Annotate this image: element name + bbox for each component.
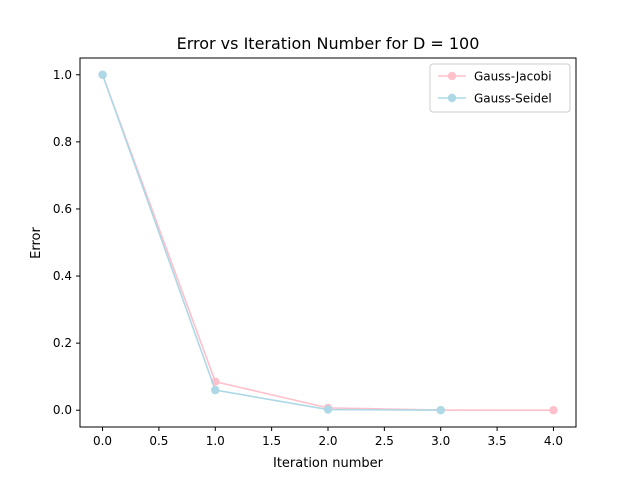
chart-title: Error vs Iteration Number for D = 100 [177, 34, 480, 53]
plot-frame [79, 57, 577, 428]
x-tick-label: 0.5 [149, 434, 168, 448]
series-gauss-jacobi [98, 70, 558, 415]
y-tick-label: 0.8 [53, 135, 72, 149]
series-layer [98, 70, 558, 415]
legend-item: Gauss-Jacobi [438, 70, 552, 84]
legend-marker [447, 71, 457, 81]
data-point [98, 70, 107, 79]
x-tick-label: 4.0 [544, 434, 563, 448]
x-tick-label: 1.5 [262, 434, 281, 448]
x-tick-label: 2.5 [375, 434, 394, 448]
series-line [101, 74, 441, 412]
y-axis-ticks: 0.0 0.2 0.4 0.6 0.8 1.0 [53, 68, 80, 417]
series-line [101, 74, 554, 412]
y-tick-label: 0.2 [53, 336, 72, 350]
legend: Gauss-Jacobi Gauss-Seidel [429, 63, 571, 113]
y-tick-label: 0.4 [53, 269, 72, 283]
x-tick-label: 2.0 [318, 434, 337, 448]
legend-item: Gauss-Seidel [438, 92, 552, 106]
y-tick-label: 0.0 [53, 403, 72, 417]
data-point [549, 406, 558, 415]
x-tick-label: 3.5 [488, 434, 507, 448]
y-tick-label: 1.0 [53, 68, 72, 82]
data-point [211, 385, 220, 395]
legend-marker [447, 93, 457, 103]
x-axis-ticks: 0.0 0.5 1.0 1.5 2.0 2.5 3.0 3.5 4.0 [93, 427, 563, 448]
x-tick-label: 1.0 [206, 434, 225, 448]
y-axis-label: Error [29, 227, 44, 259]
series-gauss-seidel [98, 70, 445, 415]
x-tick-label: 3.0 [431, 434, 450, 448]
x-axis-label: Iteration number [273, 456, 384, 471]
data-point [436, 406, 445, 415]
data-point [323, 405, 333, 414]
y-tick-label: 0.6 [53, 202, 72, 216]
legend-label: Gauss-Jacobi [474, 70, 552, 84]
x-tick-label: 0.0 [93, 434, 112, 448]
legend-label: Gauss-Seidel [474, 92, 552, 106]
